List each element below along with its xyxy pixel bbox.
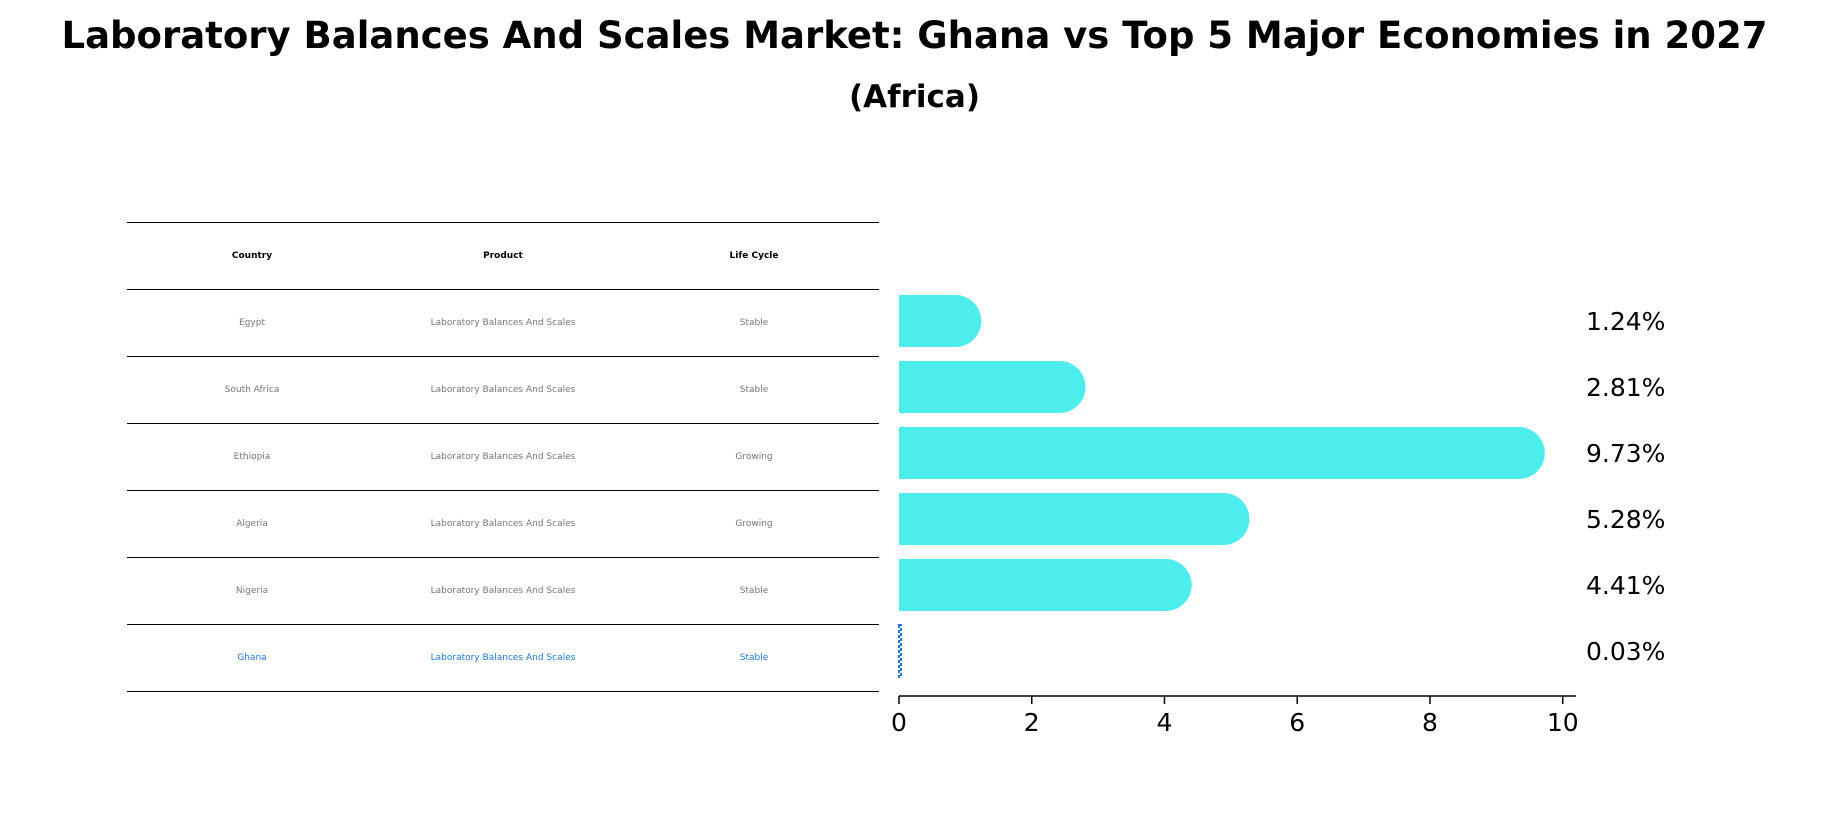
chart-subtitle: (Africa) — [848, 79, 981, 115]
x-tick-label: 4 — [1157, 708, 1173, 737]
x-tick-label: 8 — [1422, 708, 1438, 737]
bar-value-label: 9.73% — [1586, 439, 1665, 468]
table-cell-product: Laboratory Balances And Scales — [430, 653, 576, 663]
table-cell-life-cycle: Growing — [735, 452, 773, 462]
table-cell-life-cycle: Stable — [739, 318, 769, 328]
table-cell-product: Laboratory Balances And Scales — [430, 318, 576, 328]
table-cell-country: Egypt — [239, 318, 265, 328]
bar — [899, 295, 982, 347]
table-cell-life-cycle: Stable — [739, 586, 769, 596]
x-tick-label: 0 — [891, 708, 907, 737]
table-cell-life-cycle: Stable — [739, 653, 769, 663]
table-row: Nigeria Laboratory Balances And Scales S… — [127, 557, 879, 624]
bar-value-label: 0.03% — [1586, 637, 1665, 666]
table-cell-life-cycle: Growing — [735, 519, 773, 529]
bar — [899, 559, 1192, 611]
table-cell-product: Laboratory Balances And Scales — [430, 452, 576, 462]
bar — [898, 624, 902, 678]
x-tick-label: 10 — [1547, 708, 1579, 737]
bar-value-label: 4.41% — [1586, 571, 1665, 600]
table-header-life-cycle: Life Cycle — [729, 251, 779, 261]
table-header-country: Country — [231, 251, 273, 261]
table-cell-product: Laboratory Balances And Scales — [430, 385, 576, 395]
table-row: Egypt Laboratory Balances And Scales Sta… — [127, 289, 879, 356]
bar-value-label: 1.24% — [1586, 307, 1665, 336]
table-cell-product: Laboratory Balances And Scales — [430, 519, 576, 529]
table-cell-life-cycle: Stable — [739, 385, 769, 395]
table-cell-country: Ethiopia — [233, 452, 271, 462]
table-cell-product: Laboratory Balances And Scales — [430, 586, 576, 596]
table-row-highlighted: Ghana Laboratory Balances And Scales Sta… — [127, 624, 879, 692]
table-row: Ethiopia Laboratory Balances And Scales … — [127, 423, 879, 490]
table-cell-country: South Africa — [224, 385, 280, 395]
bar-value-label: 5.28% — [1586, 505, 1665, 534]
x-tick-label: 6 — [1289, 708, 1305, 737]
table-cell-country: Nigeria — [235, 586, 269, 596]
bar — [899, 427, 1545, 479]
x-tick-label: 2 — [1024, 708, 1040, 737]
table-row: Algeria Laboratory Balances And Scales G… — [127, 490, 879, 557]
table-header-row: Country Product Life Cycle — [127, 222, 879, 289]
table-header-product: Product — [483, 251, 523, 261]
country-table: Country Product Life Cycle Egypt Laborat… — [127, 222, 879, 692]
bar — [899, 361, 1086, 413]
table-cell-country: Ghana — [237, 653, 267, 663]
bar-value-label: 2.81% — [1586, 373, 1665, 402]
bar — [899, 493, 1250, 545]
table-row: South Africa Laboratory Balances And Sca… — [127, 356, 879, 423]
table-cell-country: Algeria — [236, 519, 268, 529]
chart-title: Laboratory Balances And Scales Market: G… — [61, 14, 1768, 57]
